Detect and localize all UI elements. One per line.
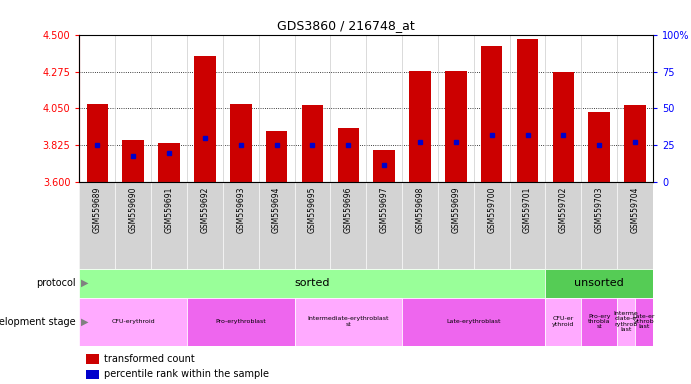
Bar bbox=[230, 104, 252, 182]
Text: unsorted: unsorted bbox=[574, 278, 624, 288]
Text: GSM559696: GSM559696 bbox=[344, 187, 353, 233]
Text: GSM559690: GSM559690 bbox=[129, 187, 138, 233]
Bar bbox=[158, 143, 180, 182]
Bar bbox=[409, 71, 430, 182]
Text: GSM559694: GSM559694 bbox=[272, 187, 281, 233]
Bar bbox=[79, 298, 187, 346]
Text: GSM559704: GSM559704 bbox=[631, 187, 640, 233]
Bar bbox=[194, 56, 216, 182]
Text: GSM559689: GSM559689 bbox=[93, 187, 102, 233]
Text: GSM559698: GSM559698 bbox=[415, 187, 424, 233]
Text: GSM559700: GSM559700 bbox=[487, 187, 496, 233]
Text: Pro-ery
throbla
st: Pro-ery throbla st bbox=[588, 314, 610, 329]
Bar bbox=[337, 128, 359, 182]
Bar bbox=[581, 298, 617, 346]
Text: Pro-erythroblast: Pro-erythroblast bbox=[216, 319, 266, 324]
Bar bbox=[187, 298, 294, 346]
Bar bbox=[79, 269, 545, 298]
Text: GSM559693: GSM559693 bbox=[236, 187, 245, 233]
Text: Interme
diate-e
rythrob
last: Interme diate-e rythrob last bbox=[614, 311, 638, 332]
Text: sorted: sorted bbox=[295, 278, 330, 288]
Bar bbox=[545, 269, 653, 298]
Bar bbox=[445, 71, 466, 182]
Bar bbox=[402, 298, 545, 346]
Bar bbox=[481, 46, 502, 182]
Text: GSM559702: GSM559702 bbox=[559, 187, 568, 233]
Bar bbox=[635, 298, 653, 346]
Bar bbox=[302, 105, 323, 182]
Bar bbox=[517, 40, 538, 182]
Bar bbox=[294, 298, 402, 346]
Text: CFU-erythroid: CFU-erythroid bbox=[111, 319, 155, 324]
Text: transformed count: transformed count bbox=[104, 354, 194, 364]
Text: GSM559692: GSM559692 bbox=[200, 187, 209, 233]
Text: ▶: ▶ bbox=[81, 278, 88, 288]
Text: Intermediate-erythroblast
st: Intermediate-erythroblast st bbox=[307, 316, 389, 327]
Bar bbox=[545, 298, 581, 346]
Text: Late-erythroblast: Late-erythroblast bbox=[446, 319, 501, 324]
Bar bbox=[86, 104, 108, 182]
Text: GSM559691: GSM559691 bbox=[164, 187, 173, 233]
Text: GDS3860 / 216748_at: GDS3860 / 216748_at bbox=[276, 19, 415, 32]
Text: Late-er
ythrob
last: Late-er ythrob last bbox=[633, 314, 655, 329]
Text: protocol: protocol bbox=[37, 278, 76, 288]
Text: GSM559699: GSM559699 bbox=[451, 187, 460, 233]
Bar bbox=[589, 112, 610, 182]
Text: GSM559697: GSM559697 bbox=[379, 187, 388, 233]
Bar bbox=[553, 72, 574, 182]
Bar bbox=[373, 149, 395, 182]
Text: development stage: development stage bbox=[0, 316, 76, 327]
Bar bbox=[266, 131, 287, 182]
Bar bbox=[624, 105, 646, 182]
Text: percentile rank within the sample: percentile rank within the sample bbox=[104, 369, 269, 379]
Text: GSM559695: GSM559695 bbox=[308, 187, 317, 233]
Bar bbox=[122, 140, 144, 182]
Text: GSM559701: GSM559701 bbox=[523, 187, 532, 233]
Text: GSM559703: GSM559703 bbox=[595, 187, 604, 233]
Text: CFU-er
ythroid: CFU-er ythroid bbox=[552, 316, 575, 327]
Bar bbox=[617, 298, 635, 346]
Text: ▶: ▶ bbox=[81, 316, 88, 327]
